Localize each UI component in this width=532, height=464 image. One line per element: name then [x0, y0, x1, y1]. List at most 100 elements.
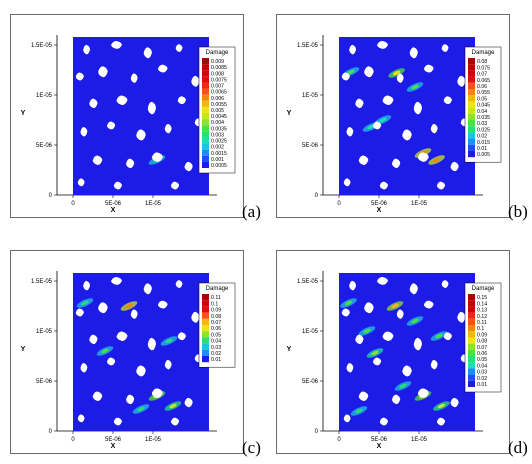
- void-region: [136, 129, 146, 141]
- legend-level-label: 0.02: [477, 376, 487, 382]
- void-region: [80, 363, 88, 373]
- damage-hotspot-core: [81, 300, 89, 306]
- void-region: [147, 101, 156, 115]
- legend-swatch: [202, 64, 209, 71]
- legend-level-label: 0.015: [477, 140, 490, 146]
- void-region: [77, 178, 85, 187]
- damage-hotspot-core: [399, 383, 407, 389]
- x-tick-label: 0: [71, 201, 75, 207]
- legend-level-label: 0.07: [477, 345, 487, 351]
- void-region: [392, 158, 401, 169]
- y-tick-label: 5E-06: [36, 143, 53, 149]
- legend-swatch: [202, 161, 209, 168]
- void-region: [170, 181, 180, 190]
- x-tick-label: 5E-06: [371, 201, 388, 207]
- legend-swatch: [468, 101, 475, 108]
- legend-swatch: [202, 318, 209, 325]
- chart-svg: 0 5E-06 1E-05 0 5E-06 1E-05 1.5E-05 X Y Damage 0.0…: [287, 35, 502, 214]
- y-tick-label: 1.5E-05: [31, 43, 53, 49]
- legend-level-label: 0.1: [477, 326, 484, 332]
- void-region: [147, 337, 156, 351]
- legend-level-label: 0.02: [477, 134, 487, 140]
- void-region: [417, 152, 429, 162]
- damage-hotspot-core: [169, 403, 177, 409]
- x-tick-label: 0: [337, 437, 341, 443]
- void-region: [392, 394, 401, 405]
- void-region: [457, 75, 466, 87]
- void-region: [436, 181, 446, 190]
- y-tick-label: 0: [315, 429, 319, 435]
- legend-swatch: [202, 76, 209, 83]
- x-axis-title: X: [111, 207, 116, 214]
- legend-swatch: [202, 82, 209, 89]
- x-tick-label: 5E-06: [371, 437, 388, 443]
- void-region: [130, 309, 138, 319]
- void-region: [379, 181, 388, 190]
- void-region: [177, 332, 186, 341]
- void-region: [164, 359, 172, 370]
- void-region: [373, 121, 382, 130]
- void-region: [92, 391, 103, 401]
- y-axis-title: Y: [21, 346, 26, 353]
- void-region: [409, 47, 418, 59]
- legend-swatch: [468, 294, 475, 301]
- panel-label: (a): [242, 202, 261, 221]
- legend-swatch: [202, 312, 209, 319]
- legend-level-label: 0.055: [477, 90, 490, 96]
- legend-level-label: 0.06: [211, 326, 221, 332]
- x-axis-title: X: [377, 443, 382, 450]
- y-tick-label: 5E-06: [36, 379, 53, 385]
- legend-level-label: 0.02: [211, 351, 221, 357]
- legend-level-label: 0.09: [477, 332, 487, 338]
- legend-swatch: [202, 119, 209, 126]
- legend-swatch: [468, 132, 475, 139]
- void-region: [158, 64, 168, 73]
- void-region: [343, 178, 351, 187]
- damage-hotspot-core: [432, 157, 441, 163]
- void-region: [402, 129, 412, 141]
- legend-swatch: [468, 306, 475, 313]
- void-region: [98, 302, 108, 314]
- legend-swatch: [202, 300, 209, 307]
- legend-swatch: [468, 325, 475, 332]
- void-region: [349, 44, 356, 55]
- void-region: [413, 101, 422, 115]
- damage-hotspot-core: [355, 408, 363, 414]
- void-region: [177, 96, 186, 105]
- void-region: [191, 75, 200, 87]
- legend-level-label: 0.11: [211, 295, 221, 301]
- legend-swatch: [468, 337, 475, 344]
- void-region: [441, 280, 449, 289]
- x-axis-title: X: [111, 443, 116, 450]
- legend-swatch: [468, 113, 475, 120]
- legend-level-label: 0.11: [477, 320, 487, 326]
- legend-swatch: [202, 113, 209, 120]
- legend-level-label: 0.007: [211, 84, 224, 90]
- damage-hotspot-core: [363, 328, 371, 334]
- void-region: [151, 152, 163, 162]
- void-region: [443, 96, 452, 105]
- legend-swatch: [468, 89, 475, 96]
- damage-hotspot-core: [379, 117, 387, 123]
- legend-level-label: 0.15: [477, 295, 487, 301]
- legend-swatch: [468, 144, 475, 151]
- chart-frame-c: 0 5E-06 1E-05 0 5E-06 1E-05 1.5E-05 X Y Damage 0.1…: [10, 250, 244, 454]
- legend-swatch: [468, 374, 475, 381]
- y-tick-label: 1E-05: [36, 329, 53, 335]
- void-region: [77, 414, 85, 423]
- void-region: [136, 365, 146, 377]
- void-region: [158, 300, 168, 309]
- void-region: [355, 334, 364, 345]
- legend-level-label: 0.005: [211, 108, 224, 114]
- void-region: [364, 66, 374, 78]
- y-tick-label: 1.5E-05: [297, 279, 319, 285]
- legend-title: Damage: [206, 50, 229, 56]
- legend-swatch: [468, 82, 475, 89]
- void-region: [175, 280, 183, 289]
- void-region: [396, 309, 404, 319]
- legend-swatch: [202, 143, 209, 150]
- damage-hotspot-core: [137, 406, 145, 412]
- legend-swatch: [202, 106, 209, 113]
- void-region: [358, 391, 369, 401]
- legend-level-label: 0.07: [211, 320, 221, 326]
